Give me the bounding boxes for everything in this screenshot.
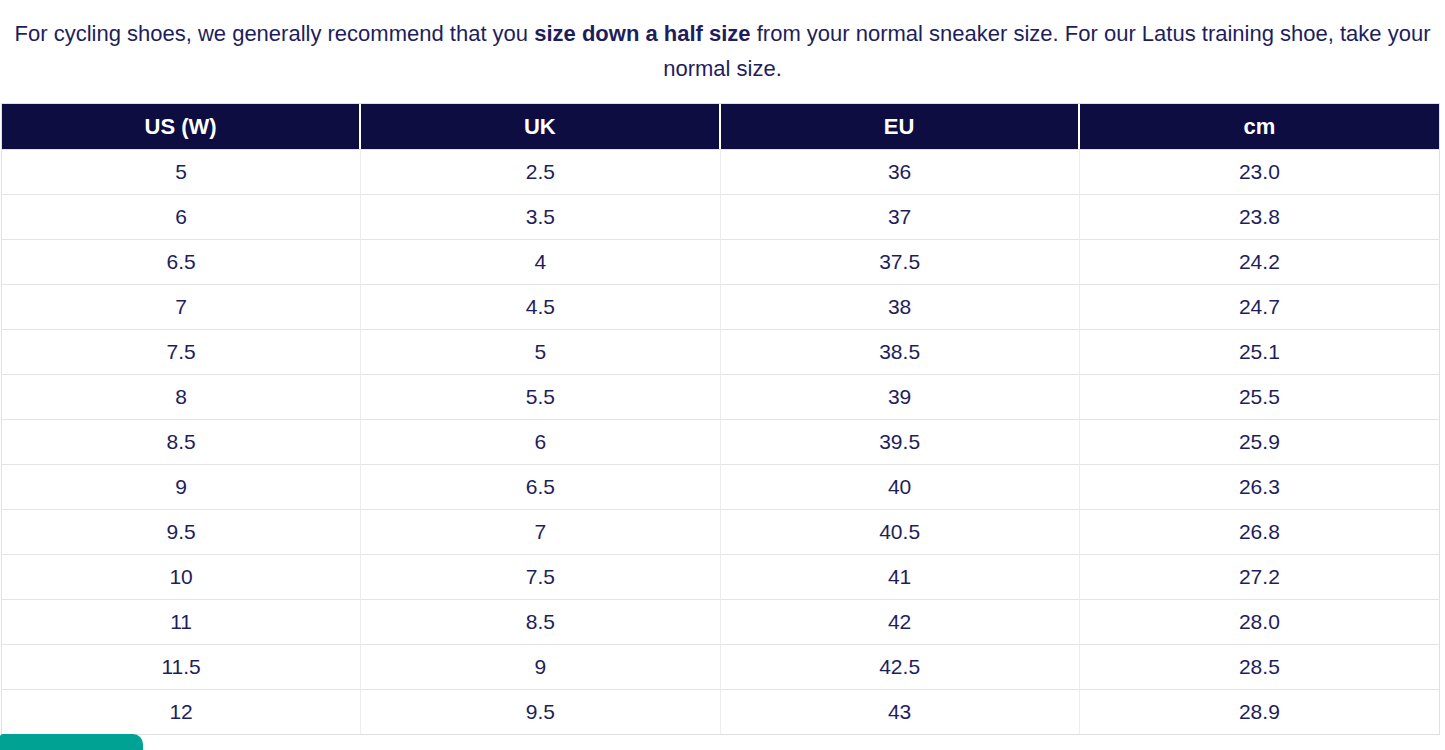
table-cell: 28.9 — [1080, 689, 1439, 734]
table-cell: 8 — [2, 374, 361, 419]
sizing-recommendation-text: For cycling shoes, we generally recommen… — [0, 16, 1445, 86]
table-row: 11.5942.528.5 — [2, 644, 1439, 689]
table-cell: 5 — [2, 149, 361, 194]
table-row: 6.5437.524.2 — [2, 239, 1439, 284]
size-table-body: 52.53623.063.53723.86.5437.524.274.53824… — [2, 149, 1439, 734]
intro-bold-segment: size down a half size — [534, 21, 750, 46]
size-table-head: US (W)UKEUcm — [2, 104, 1439, 149]
table-cell: 7 — [2, 284, 361, 329]
table-cell: 23.8 — [1080, 194, 1439, 239]
size-table-header-row: US (W)UKEUcm — [2, 104, 1439, 149]
table-row: 74.53824.7 — [2, 284, 1439, 329]
table-cell: 42 — [721, 599, 1080, 644]
table-cell: 37.5 — [721, 239, 1080, 284]
table-row: 85.53925.5 — [2, 374, 1439, 419]
table-cell: 6.5 — [2, 239, 361, 284]
table-cell: 6.5 — [361, 464, 720, 509]
table-cell: 7 — [361, 509, 720, 554]
table-row: 9.5740.526.8 — [2, 509, 1439, 554]
table-cell: 9.5 — [361, 689, 720, 734]
table-cell: 7.5 — [2, 329, 361, 374]
column-header-uk: UK — [361, 104, 720, 149]
table-cell: 25.9 — [1080, 419, 1439, 464]
table-cell: 42.5 — [721, 644, 1080, 689]
intro-suffix: from your normal sneaker size. For our L… — [663, 21, 1430, 81]
table-cell: 38.5 — [721, 329, 1080, 374]
table-cell: 25.1 — [1080, 329, 1439, 374]
table-row: 118.54228.0 — [2, 599, 1439, 644]
table-cell: 26.3 — [1080, 464, 1439, 509]
table-cell: 25.5 — [1080, 374, 1439, 419]
table-cell: 3.5 — [361, 194, 720, 239]
table-cell: 38 — [721, 284, 1080, 329]
table-cell: 23.0 — [1080, 149, 1439, 194]
size-chart-table: US (W)UKEUcm 52.53623.063.53723.86.5437.… — [1, 103, 1440, 735]
table-cell: 9 — [2, 464, 361, 509]
table-cell: 40.5 — [721, 509, 1080, 554]
table-cell: 4 — [361, 239, 720, 284]
table-cell: 43 — [721, 689, 1080, 734]
table-cell: 9.5 — [2, 509, 361, 554]
table-cell: 28.0 — [1080, 599, 1439, 644]
table-row: 52.53623.0 — [2, 149, 1439, 194]
column-header-cm: cm — [1080, 104, 1439, 149]
table-cell: 28.5 — [1080, 644, 1439, 689]
table-cell: 4.5 — [361, 284, 720, 329]
table-cell: 40 — [721, 464, 1080, 509]
table-cell: 5 — [361, 329, 720, 374]
table-cell: 12 — [2, 689, 361, 734]
table-row: 8.5639.525.9 — [2, 419, 1439, 464]
table-cell: 9 — [361, 644, 720, 689]
table-cell: 7.5 — [361, 554, 720, 599]
table-row: 107.54127.2 — [2, 554, 1439, 599]
table-cell: 39 — [721, 374, 1080, 419]
table-row: 129.54328.9 — [2, 689, 1439, 734]
table-cell: 26.8 — [1080, 509, 1439, 554]
table-cell: 37 — [721, 194, 1080, 239]
chat-widget-button[interactable] — [0, 734, 143, 750]
table-cell: 5.5 — [361, 374, 720, 419]
table-cell: 10 — [2, 554, 361, 599]
table-cell: 11 — [2, 599, 361, 644]
table-row: 7.5538.525.1 — [2, 329, 1439, 374]
table-cell: 36 — [721, 149, 1080, 194]
column-header-us-w: US (W) — [2, 104, 361, 149]
table-cell: 8.5 — [361, 599, 720, 644]
table-cell: 27.2 — [1080, 554, 1439, 599]
intro-prefix: For cycling shoes, we generally recommen… — [15, 21, 535, 46]
table-row: 63.53723.8 — [2, 194, 1439, 239]
table-cell: 39.5 — [721, 419, 1080, 464]
table-cell: 6 — [361, 419, 720, 464]
table-row: 96.54026.3 — [2, 464, 1439, 509]
table-cell: 2.5 — [361, 149, 720, 194]
table-cell: 8.5 — [2, 419, 361, 464]
table-cell: 11.5 — [2, 644, 361, 689]
table-cell: 41 — [721, 554, 1080, 599]
column-header-eu: EU — [721, 104, 1080, 149]
table-cell: 24.7 — [1080, 284, 1439, 329]
table-cell: 6 — [2, 194, 361, 239]
table-cell: 24.2 — [1080, 239, 1439, 284]
